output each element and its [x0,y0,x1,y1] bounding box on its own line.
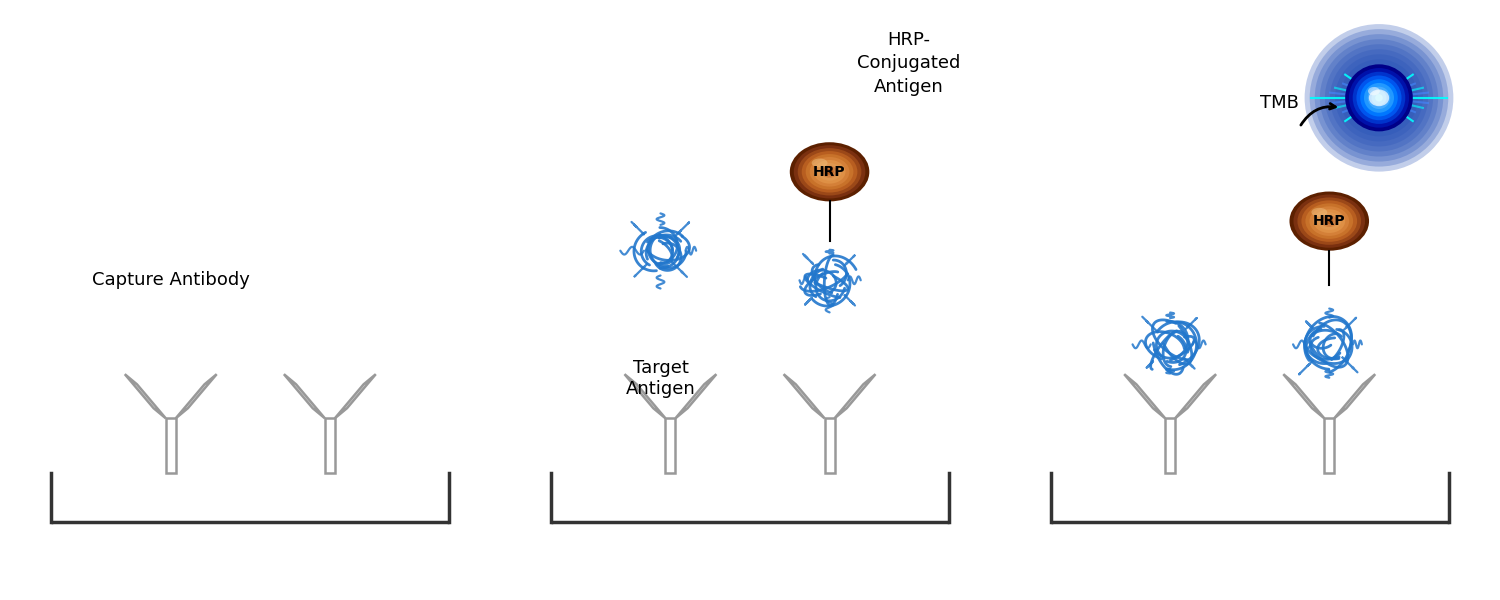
Ellipse shape [794,145,865,199]
Ellipse shape [1368,86,1390,109]
Ellipse shape [1320,39,1438,157]
Ellipse shape [1302,200,1358,242]
Ellipse shape [818,163,842,181]
Polygon shape [783,374,825,418]
Ellipse shape [1353,72,1406,124]
Ellipse shape [1340,59,1418,136]
Polygon shape [284,374,326,418]
Text: HRP-
Conjugated
Antigen: HRP- Conjugated Antigen [858,31,962,96]
Polygon shape [666,418,675,473]
Polygon shape [1324,418,1334,473]
Ellipse shape [810,157,849,187]
Polygon shape [124,374,166,418]
Ellipse shape [813,160,846,184]
Ellipse shape [1305,203,1353,239]
Ellipse shape [1322,215,1336,227]
Polygon shape [334,374,376,418]
Ellipse shape [1371,91,1386,105]
Ellipse shape [798,148,861,196]
Ellipse shape [1310,29,1449,167]
Ellipse shape [801,151,858,193]
Polygon shape [326,418,334,473]
Ellipse shape [1335,54,1424,142]
Text: TMB: TMB [1260,94,1299,112]
Ellipse shape [1346,64,1413,131]
Ellipse shape [1293,194,1365,248]
Polygon shape [675,374,717,418]
Ellipse shape [1311,208,1328,217]
Ellipse shape [1298,197,1360,245]
Ellipse shape [1364,83,1394,113]
Ellipse shape [812,158,828,167]
Text: HRP: HRP [813,165,846,179]
Text: Capture Antibody: Capture Antibody [92,271,249,289]
Ellipse shape [1370,89,1389,106]
Ellipse shape [1324,44,1432,151]
Ellipse shape [1314,34,1443,161]
Polygon shape [1174,374,1216,418]
Ellipse shape [1360,79,1398,116]
Ellipse shape [1348,68,1408,128]
Ellipse shape [1376,94,1383,101]
Ellipse shape [806,154,853,190]
Ellipse shape [1310,206,1348,236]
Polygon shape [1334,374,1376,418]
Ellipse shape [1368,87,1380,95]
Text: HRP: HRP [1312,214,1346,228]
Polygon shape [1166,418,1174,473]
Polygon shape [624,374,666,418]
Ellipse shape [1317,212,1341,230]
Ellipse shape [1290,191,1370,251]
Ellipse shape [1330,49,1428,146]
Ellipse shape [822,166,837,178]
Polygon shape [834,374,876,418]
Polygon shape [166,418,176,473]
Text: Target
Antigen: Target Antigen [626,359,696,398]
Ellipse shape [1314,209,1346,233]
Polygon shape [1124,374,1166,418]
Ellipse shape [790,142,870,202]
Ellipse shape [825,169,834,175]
Ellipse shape [1326,218,1334,224]
Ellipse shape [1305,24,1454,172]
Polygon shape [176,374,216,418]
Ellipse shape [1356,76,1401,120]
Polygon shape [1284,374,1324,418]
Polygon shape [825,418,834,473]
